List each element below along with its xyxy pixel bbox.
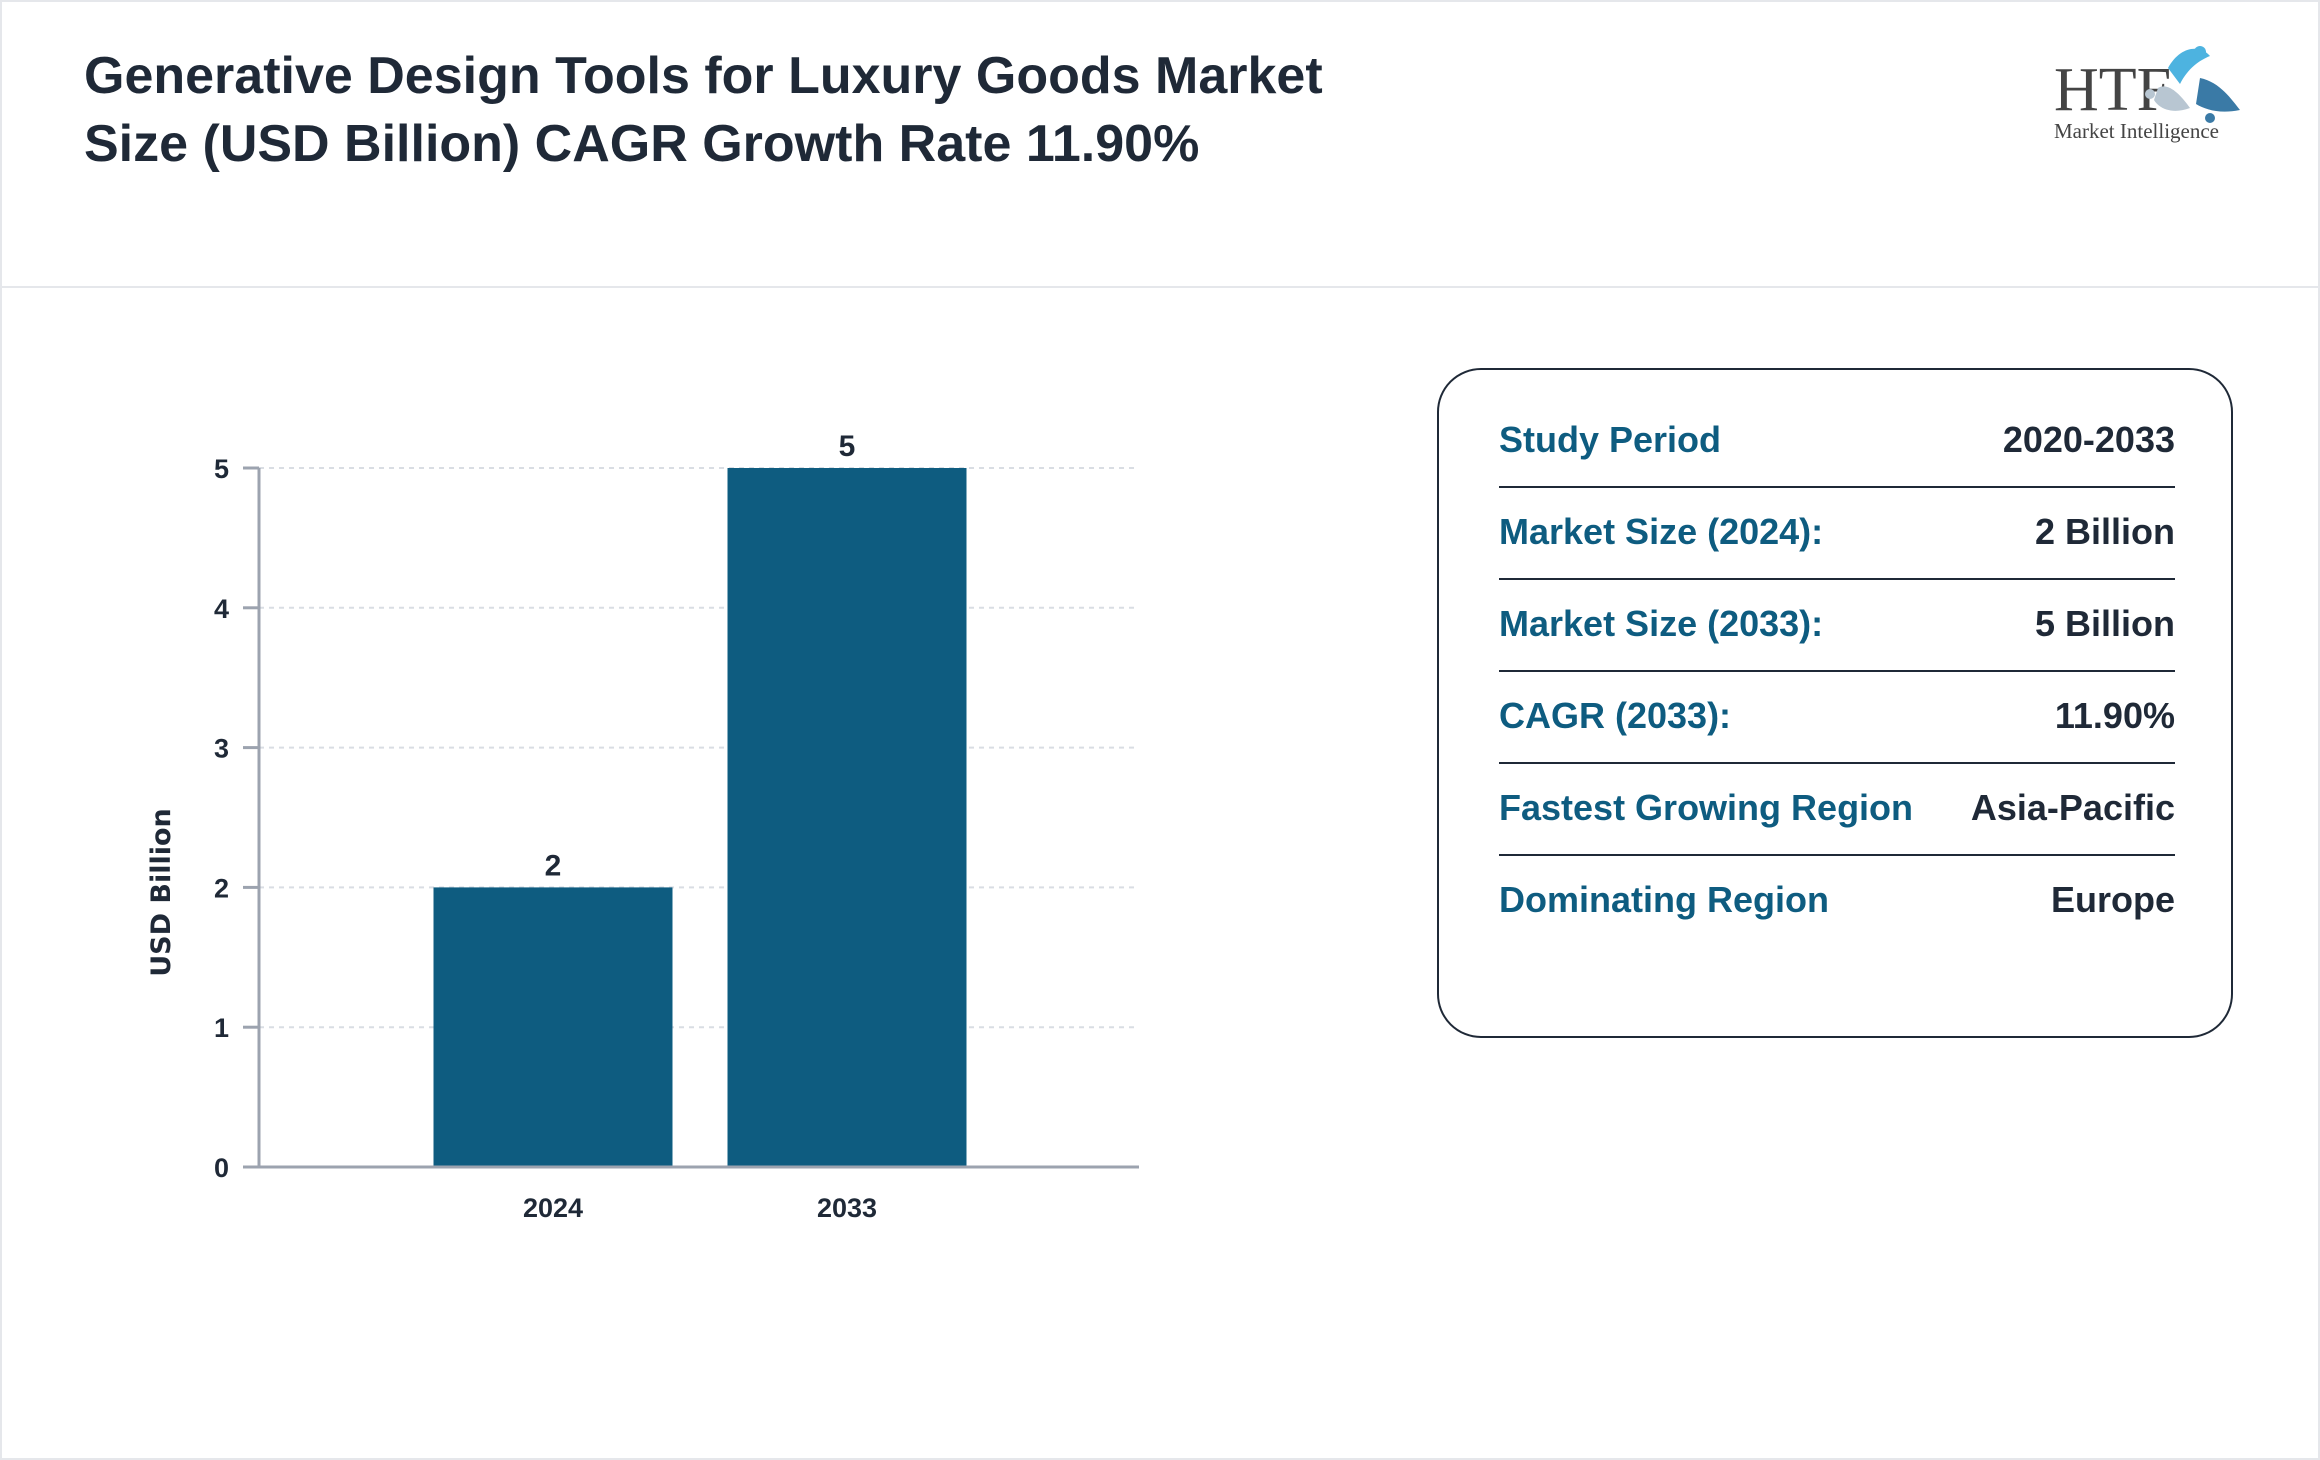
x-tick-label: 2024 bbox=[523, 1193, 583, 1223]
info-row: Fastest Growing Region Asia-Pacific bbox=[1499, 762, 2175, 856]
info-value: Europe bbox=[2050, 879, 2175, 920]
data-label: 5 bbox=[839, 430, 856, 463]
bar bbox=[727, 468, 967, 1167]
bar bbox=[433, 887, 673, 1167]
logo-subtext: Market Intelligence bbox=[2054, 119, 2219, 143]
info-value: 5 Billion bbox=[2034, 603, 2175, 644]
bar-chart: 0 1 2 3 4 5 2 2024 5 2033 USD Billion bbox=[146, 430, 1139, 1223]
info-value: 2020-2033 bbox=[2002, 419, 2175, 460]
info-value: 11.90% bbox=[2054, 695, 2175, 736]
x-tick-label: 2033 bbox=[817, 1193, 877, 1223]
info-value: 2 Billion bbox=[2034, 511, 2175, 552]
info-value: Asia-Pacific bbox=[1970, 787, 2175, 828]
y-tick-label: 5 bbox=[214, 454, 229, 484]
info-label: CAGR (2033): bbox=[1499, 695, 1732, 736]
y-axis-label: USD Billion bbox=[146, 808, 177, 977]
market-info-card: Study Period 2020-2033 Market Size (2024):… bbox=[1437, 368, 2233, 1038]
y-tick-label: 4 bbox=[214, 594, 229, 624]
y-tick-label: 2 bbox=[214, 873, 229, 903]
data-label: 2 bbox=[545, 849, 562, 882]
info-row: CAGR (2033): 11.90% bbox=[1499, 670, 2175, 764]
y-tick-label: 0 bbox=[214, 1153, 229, 1183]
header: Generative Design Tools for Luxury Goods… bbox=[0, 0, 2320, 288]
info-row: Market Size (2024): 2 Billion bbox=[1499, 486, 2175, 580]
info-row: Market Size (2033): 5 Billion bbox=[1499, 578, 2175, 672]
page-title: Generative Design Tools for Luxury Goods… bbox=[84, 47, 1323, 173]
y-tick-label: 1 bbox=[214, 1013, 229, 1043]
info-row: Study Period 2020-2033 bbox=[1499, 394, 2175, 488]
info-label: Market Size (2024): bbox=[1499, 511, 1824, 552]
info-label: Market Size (2033): bbox=[1499, 603, 1824, 644]
htf-logo: HTF Market Intelligence bbox=[2050, 38, 2250, 148]
logo-text: HTF bbox=[2054, 56, 2171, 124]
info-label: Study Period bbox=[1499, 419, 1722, 460]
info-row: Dominating Region Europe bbox=[1499, 854, 2175, 946]
y-tick-label: 3 bbox=[214, 734, 229, 764]
info-label: Dominating Region bbox=[1499, 879, 1829, 920]
info-label: Fastest Growing Region bbox=[1499, 787, 1914, 828]
